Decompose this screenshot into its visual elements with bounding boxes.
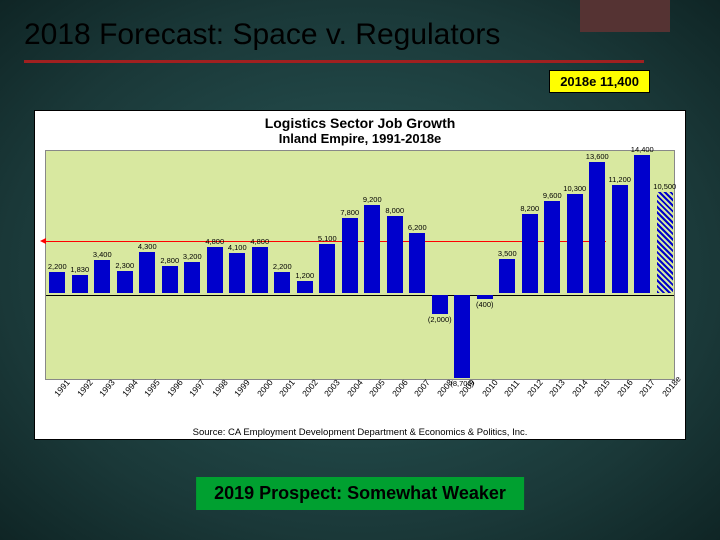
x-axis-label: 2008 bbox=[435, 378, 455, 399]
x-axis-label: 1996 bbox=[165, 378, 185, 399]
bar bbox=[274, 272, 290, 293]
bar-label: 14,400 bbox=[631, 145, 654, 154]
bar bbox=[499, 259, 515, 293]
bar-label: 1,830 bbox=[70, 265, 89, 274]
bar-label: 3,500 bbox=[498, 249, 517, 258]
bar-label: 4,100 bbox=[228, 243, 247, 252]
bar-label: (2,000) bbox=[428, 315, 452, 324]
x-axis-label: 1995 bbox=[142, 378, 162, 399]
bar-label: 11,200 bbox=[609, 175, 631, 184]
bar-label: 2,200 bbox=[273, 262, 292, 271]
bar bbox=[117, 271, 133, 293]
chart-baseline bbox=[46, 295, 674, 296]
x-axis-label: 2000 bbox=[255, 378, 275, 399]
bar-label: 1,200 bbox=[295, 271, 314, 280]
bar-label: 4,300 bbox=[138, 242, 157, 251]
x-axis-label: 2003 bbox=[322, 378, 342, 399]
bar bbox=[319, 244, 335, 293]
chart-subtitle: Inland Empire, 1991-2018e bbox=[35, 131, 685, 148]
bar bbox=[409, 233, 425, 292]
bar-label: 7,800 bbox=[340, 208, 359, 217]
x-axis-label: 2010 bbox=[480, 378, 500, 399]
chart-source: Source: CA Employment Development Depart… bbox=[35, 427, 685, 438]
bar-label: 2,800 bbox=[160, 256, 179, 265]
bar bbox=[252, 247, 268, 293]
bar-label: 2,200 bbox=[48, 262, 67, 271]
bar-label: 5,100 bbox=[318, 234, 337, 243]
bar bbox=[139, 252, 155, 293]
bar bbox=[567, 194, 583, 293]
bar bbox=[522, 214, 538, 293]
bar bbox=[207, 247, 223, 293]
x-axis-label: 2017 bbox=[637, 378, 657, 399]
bar bbox=[634, 155, 650, 293]
bar-label: 9,600 bbox=[543, 191, 562, 200]
x-axis-label: 2013 bbox=[547, 378, 567, 399]
x-axis-label: 1991 bbox=[52, 378, 72, 399]
x-axis-label: 2015 bbox=[592, 378, 612, 399]
bar-label: 4,800 bbox=[205, 237, 224, 246]
chart-title: Logistics Sector Job Growth bbox=[35, 111, 685, 131]
x-axis-label: 2001 bbox=[277, 378, 297, 399]
chart-x-axis: 1991199219931994199519961997199819992000… bbox=[45, 380, 675, 425]
bar-label: 9,200 bbox=[363, 195, 382, 204]
bar-label: 10,500 bbox=[653, 182, 676, 191]
bar bbox=[589, 162, 605, 292]
bar-label: 2,300 bbox=[115, 261, 134, 270]
bar bbox=[612, 185, 628, 292]
x-axis-label: 1999 bbox=[232, 378, 252, 399]
bar bbox=[432, 295, 448, 314]
title-accent-block bbox=[580, 0, 670, 32]
bar bbox=[94, 260, 110, 293]
bar bbox=[184, 262, 200, 293]
bar bbox=[364, 205, 380, 293]
x-axis-label: 2012 bbox=[525, 378, 545, 399]
x-axis-label: 2009 bbox=[457, 378, 477, 399]
bar-label: 10,300 bbox=[563, 184, 586, 193]
bar bbox=[657, 192, 673, 293]
x-axis-label: 2016 bbox=[615, 378, 635, 399]
x-axis-label: 2006 bbox=[390, 378, 410, 399]
bar bbox=[387, 216, 403, 293]
x-axis-label: 1997 bbox=[187, 378, 207, 399]
bar-label: 8,200 bbox=[520, 204, 539, 213]
bar bbox=[49, 272, 65, 293]
x-axis-label: 2002 bbox=[300, 378, 320, 399]
bar bbox=[477, 295, 493, 299]
bar bbox=[342, 218, 358, 293]
x-axis-label: 1993 bbox=[97, 378, 117, 399]
bar bbox=[162, 266, 178, 293]
slide-title: 2018 Forecast: Space v. Regulators bbox=[24, 18, 500, 52]
bar-label: 13,600 bbox=[586, 152, 609, 161]
bar-label: 3,400 bbox=[93, 250, 112, 259]
x-axis-label: 2004 bbox=[345, 378, 365, 399]
bar-label: 6,200 bbox=[408, 223, 427, 232]
x-axis-label: 2014 bbox=[570, 378, 590, 399]
x-axis-label: 2007 bbox=[412, 378, 432, 399]
bar-label: 3,200 bbox=[183, 252, 202, 261]
bar-label: (400) bbox=[476, 300, 494, 309]
bar bbox=[72, 275, 88, 293]
bar-label: 8,000 bbox=[385, 206, 404, 215]
x-axis-label: 2011 bbox=[502, 378, 521, 398]
bar bbox=[454, 295, 470, 378]
bar bbox=[229, 253, 245, 292]
x-axis-label: 1992 bbox=[75, 378, 95, 399]
x-axis-label: 1994 bbox=[120, 378, 140, 399]
bar bbox=[297, 281, 313, 293]
bar-label: 4,800 bbox=[250, 237, 269, 246]
callout-forecast-value: 2018e 11,400 bbox=[549, 70, 650, 93]
x-axis-label: 2005 bbox=[367, 378, 387, 399]
chart-plot-area: 2,2001,8303,4002,3004,3002,8003,2004,800… bbox=[45, 150, 675, 380]
title-underline bbox=[24, 60, 644, 63]
bar bbox=[544, 201, 560, 293]
x-axis-label: 1998 bbox=[210, 378, 230, 399]
chart-container: Logistics Sector Job Growth Inland Empir… bbox=[34, 110, 686, 440]
callout-prospect: 2019 Prospect: Somewhat Weaker bbox=[196, 477, 524, 510]
